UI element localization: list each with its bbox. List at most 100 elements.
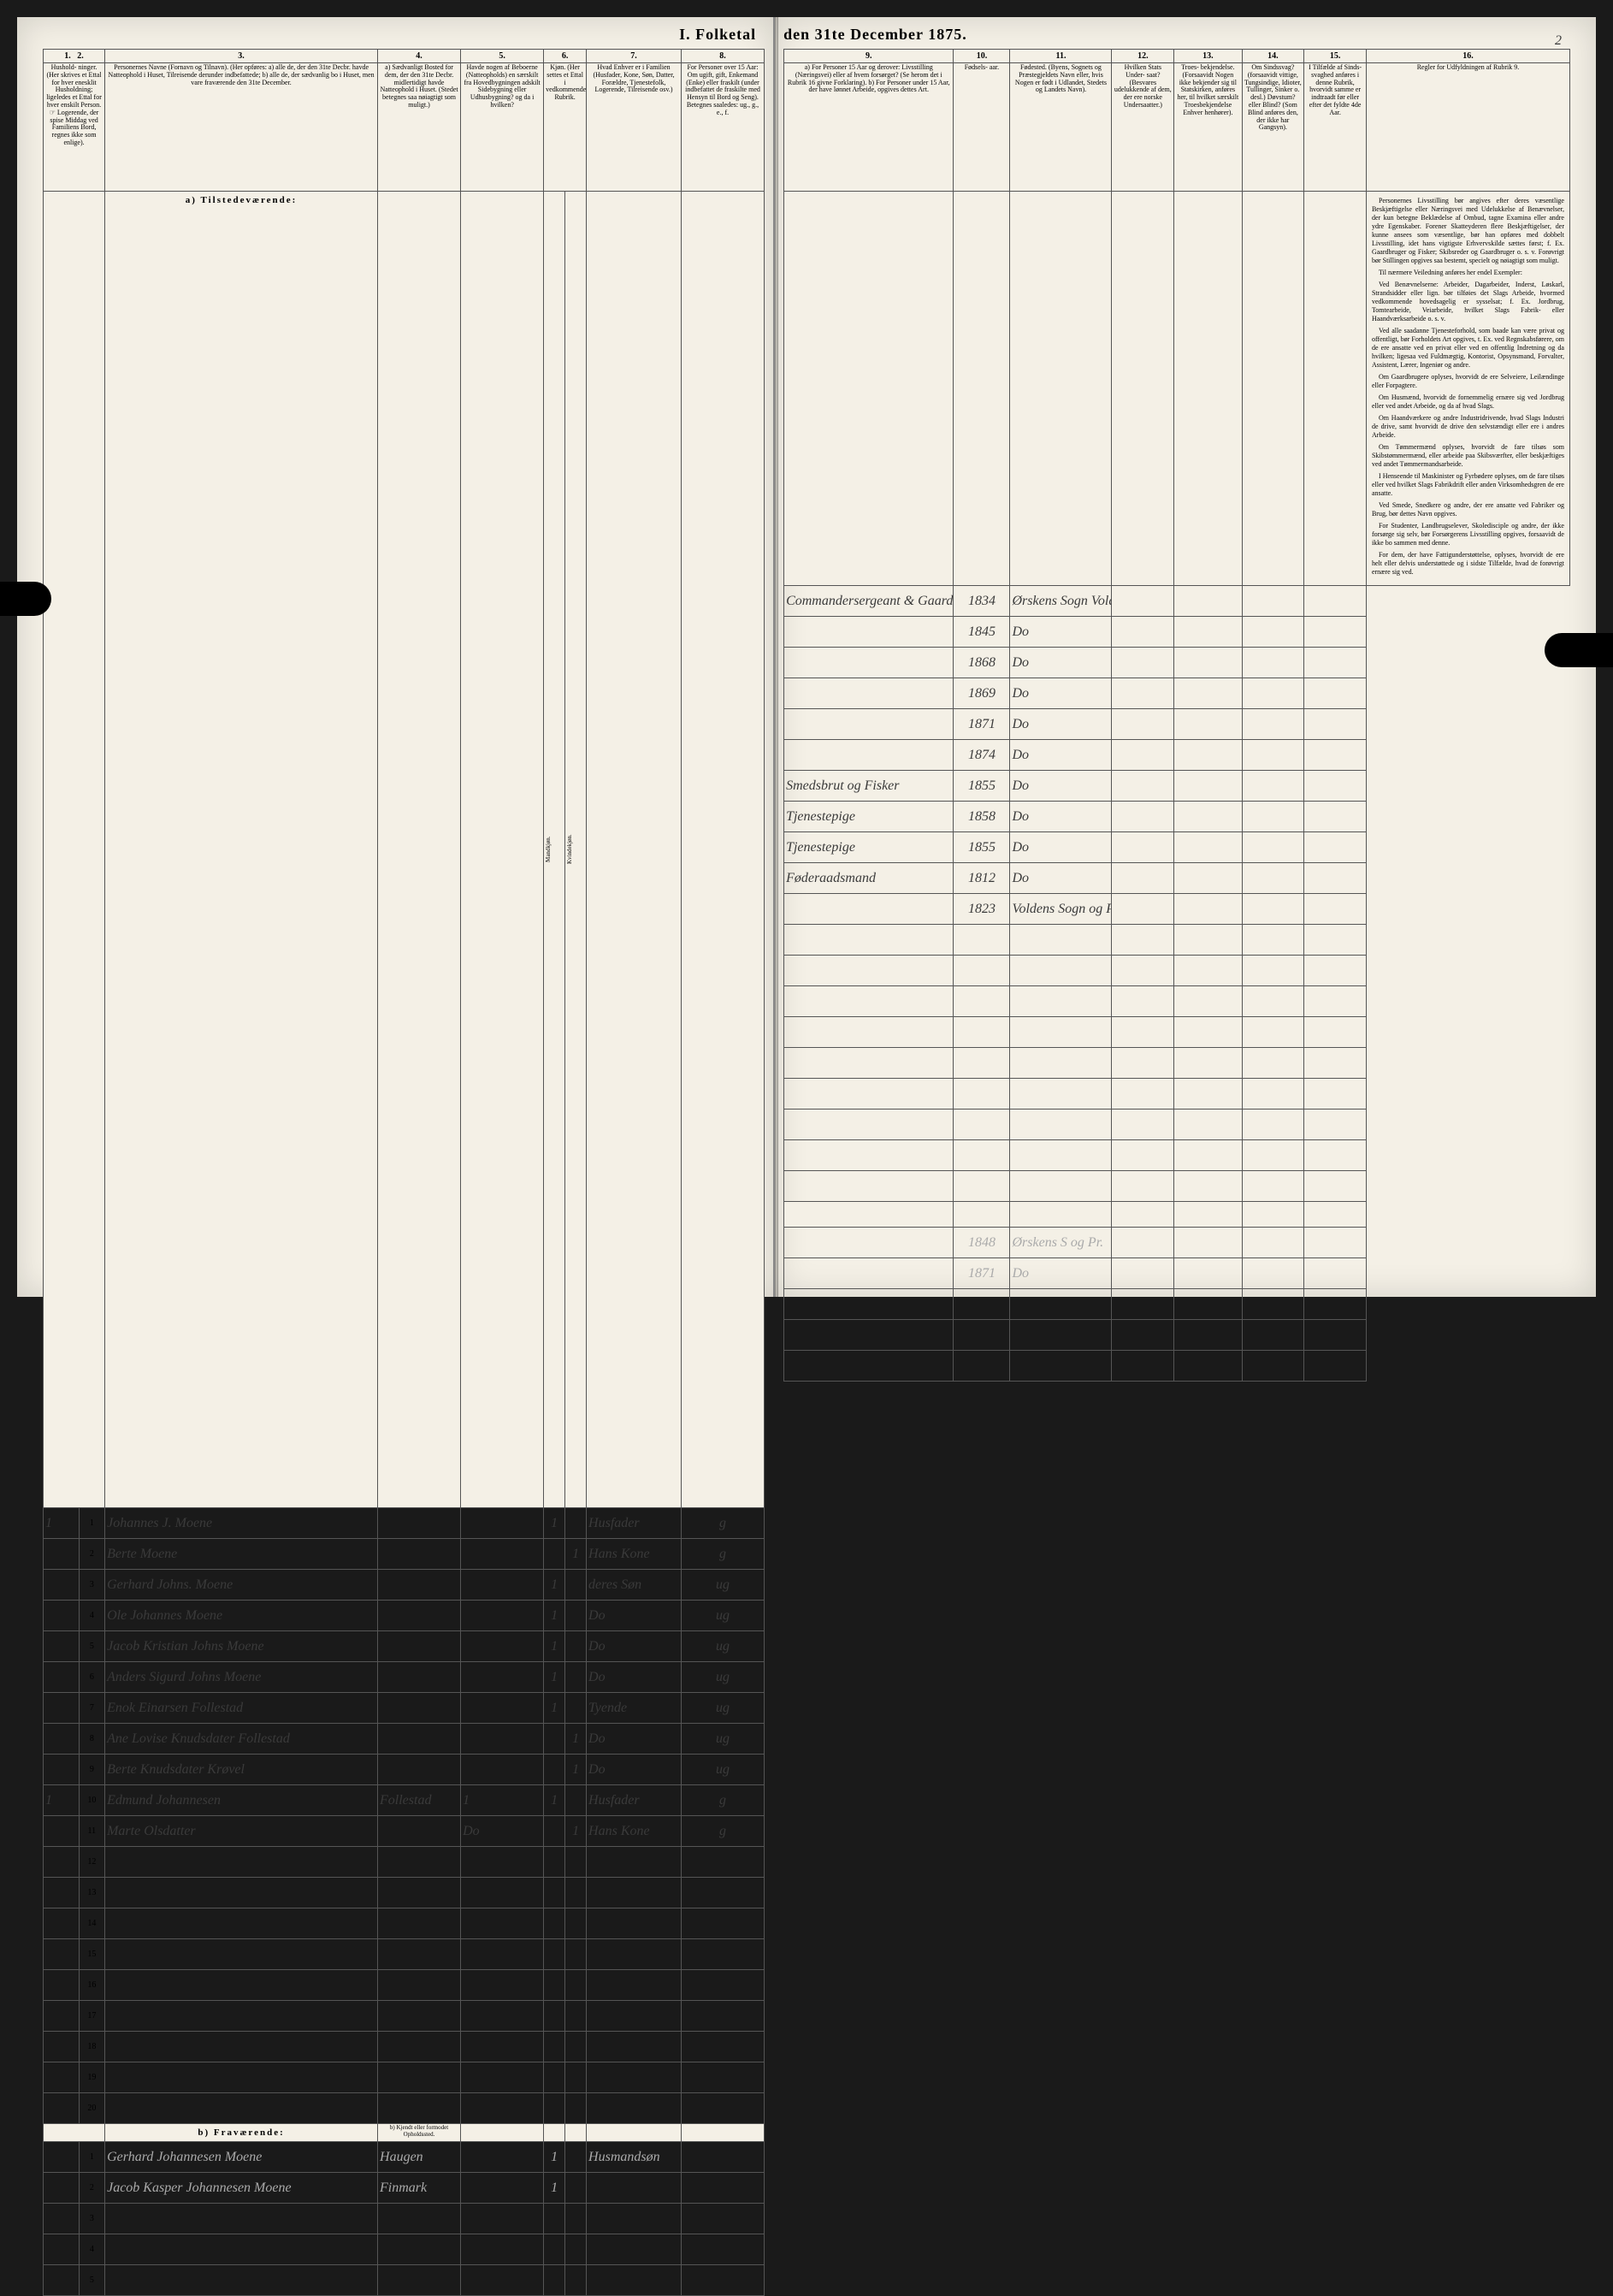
- cell-subject: [1112, 1320, 1174, 1351]
- cell-family: deres Søn: [587, 1570, 682, 1601]
- cell-female: [565, 1601, 587, 1631]
- cell-male: [544, 2062, 565, 2093]
- cell-disability: [1242, 617, 1304, 648]
- cell-birthplace: Do: [1010, 802, 1112, 832]
- table-row: 9Berte Knudsdater Krøvel1Doug: [44, 1755, 765, 1785]
- cell-disability: [1242, 648, 1304, 678]
- cell-birthplace: [1010, 1079, 1112, 1110]
- cell-onset: [1304, 925, 1367, 956]
- c15: 15.: [1304, 50, 1367, 63]
- cell-c4: [378, 2265, 461, 2296]
- table-row: 3: [44, 2204, 765, 2234]
- cell-onset: [1304, 586, 1367, 617]
- cell-male: [544, 1908, 565, 1939]
- cell-liv: [784, 1258, 954, 1289]
- cell-subject: [1112, 1048, 1174, 1079]
- cell-liv: [784, 1017, 954, 1048]
- h11: Fødested. (Byens, Sognets og Præstegjeld…: [1010, 63, 1112, 192]
- cell-subject: [1112, 1140, 1174, 1171]
- cell-year: [954, 1079, 1010, 1110]
- cell-liv: [784, 678, 954, 709]
- cell-status: [681, 2234, 764, 2265]
- cell-name: [105, 2032, 378, 2062]
- cell-birthplace: Do: [1010, 648, 1112, 678]
- cell-onset: [1304, 1079, 1367, 1110]
- table-row: [784, 956, 1570, 986]
- table-row: Smedsbrut og Fisker1855Do: [784, 771, 1570, 802]
- cell-onset: [1304, 1351, 1367, 1382]
- cell-c5: [461, 2142, 544, 2173]
- sub-header-left: a) Tilstedeværende: Mandkjøn. Kvindekjøn…: [44, 192, 765, 1508]
- cell-family: [587, 2173, 682, 2204]
- cell-status: g: [681, 1539, 764, 1570]
- cell-liv: [784, 1110, 954, 1140]
- c14: 14.: [1242, 50, 1304, 63]
- cell-disability: [1242, 1351, 1304, 1382]
- cell-personnum: 6: [79, 1662, 105, 1693]
- table-row: 7Enok Einarsen Follestad1Tyendeug: [44, 1693, 765, 1724]
- cell-female: [565, 2173, 587, 2204]
- cell-c5: [461, 1601, 544, 1631]
- cell-faith: [1174, 1079, 1242, 1110]
- cell-household: [44, 1631, 80, 1662]
- table-row: [784, 1289, 1570, 1320]
- cell-female: 1: [565, 1539, 587, 1570]
- cell-male: 1: [544, 1508, 565, 1539]
- cell-male: 1: [544, 1785, 565, 1816]
- cell-subject: [1112, 648, 1174, 678]
- cell-c4: [378, 2234, 461, 2265]
- cell-onset: [1304, 1110, 1367, 1140]
- header-row-left: Hushold- ninger. (Her skrives et Ettal f…: [44, 63, 765, 192]
- c9: 9.: [784, 50, 954, 63]
- cell-name: [105, 1908, 378, 1939]
- cell-name: [105, 1970, 378, 2001]
- cell-male: 1: [544, 1570, 565, 1601]
- cell-faith: [1174, 1320, 1242, 1351]
- cell-personnum: 7: [79, 1693, 105, 1724]
- cell-faith: [1174, 709, 1242, 740]
- cell-family: [587, 2265, 682, 2296]
- cell-year: 1855: [954, 832, 1010, 863]
- cell-faith: [1174, 894, 1242, 925]
- cell-faith: [1174, 1171, 1242, 1202]
- cell-birthplace: Do: [1010, 617, 1112, 648]
- cell-male: [544, 1878, 565, 1908]
- cell-onset: [1304, 832, 1367, 863]
- table-row: [784, 1017, 1570, 1048]
- cell-disability: [1242, 1110, 1304, 1140]
- cell-faith: [1174, 1140, 1242, 1171]
- table-row: 1868Do: [784, 648, 1570, 678]
- cell-c4: [378, 2001, 461, 2032]
- table-row: Tjenestepige1855Do: [784, 832, 1570, 863]
- cell-family: [587, 2062, 682, 2093]
- col5: 5.: [461, 50, 544, 63]
- cell-status: ug: [681, 1724, 764, 1755]
- h14: Om Sindssvag? (forsaavidt vittige, Tungs…: [1242, 63, 1304, 192]
- cell-onset: [1304, 678, 1367, 709]
- cell-status: [681, 2032, 764, 2062]
- cell-family: Hans Kone: [587, 1539, 682, 1570]
- cell-onset: [1304, 1140, 1367, 1171]
- h9: a) For Personer 15 Aar og derover: Livss…: [784, 63, 954, 192]
- right-table: 9. 10. 11. 12. 13. 14. 15. 16. a) For Pe…: [783, 49, 1570, 1382]
- cell-disability: [1242, 894, 1304, 925]
- cell-c4: [378, 1816, 461, 1847]
- h1: Hushold- ninger. (Her skrives et Ettal f…: [44, 63, 105, 192]
- col1-2: 1. 2.: [44, 50, 105, 63]
- cell-family: Husmandsøn: [587, 2142, 682, 2173]
- cell-liv: [784, 1140, 954, 1171]
- table-row: 6Anders Sigurd Johns Moene1Doug: [44, 1662, 765, 1693]
- cell-name: Jacob Kasper Johannesen Moene: [105, 2173, 378, 2204]
- cell-name: Gerhard Johns. Moene: [105, 1570, 378, 1601]
- cell-c4: [378, 1508, 461, 1539]
- cell-onset: [1304, 894, 1367, 925]
- table-row: [784, 1140, 1570, 1171]
- cell-c4: [378, 1878, 461, 1908]
- cell-disability: [1242, 678, 1304, 709]
- col-num-row: 1. 2. 3. 4. 5. 6. 7. 8.: [44, 50, 765, 63]
- h6: Kjøn. (Her settes et Ettal i vedkommende…: [544, 63, 587, 192]
- cell-household: [44, 2173, 80, 2204]
- cell-status: [681, 2001, 764, 2032]
- table-row: 20: [44, 2093, 765, 2124]
- cell-family: [587, 2093, 682, 2124]
